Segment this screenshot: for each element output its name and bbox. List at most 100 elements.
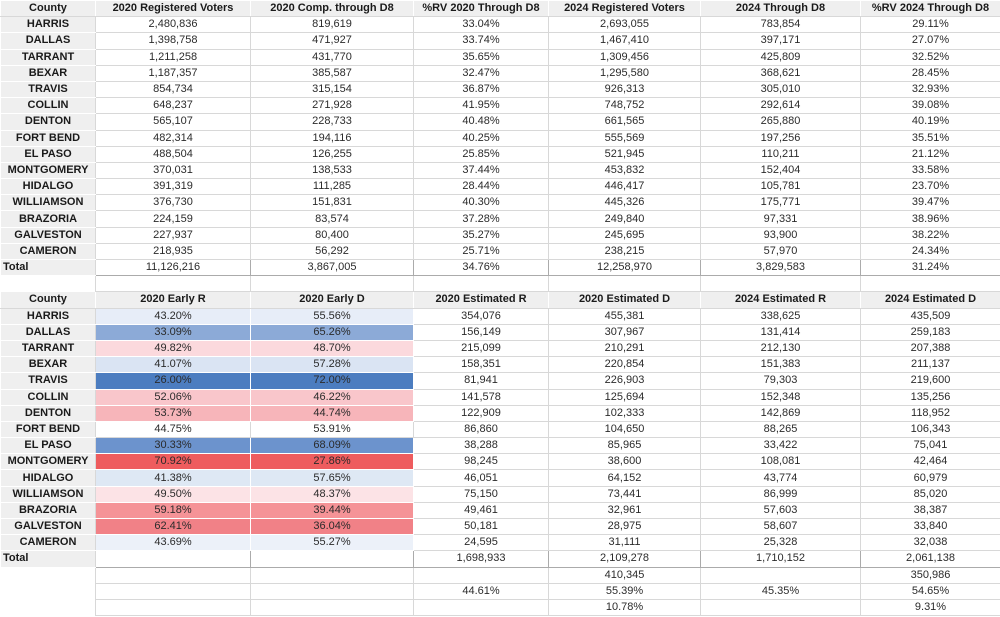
early-d-cell[interactable]: 68.09% xyxy=(250,437,414,455)
value-cell[interactable]: 227,937 xyxy=(95,226,251,244)
county-cell[interactable]: DALLAS xyxy=(0,323,96,341)
early-d-cell[interactable]: 36.04% xyxy=(250,517,414,536)
county-cell[interactable]: MONTGOMERY xyxy=(0,161,96,180)
value-cell[interactable]: 32,038 xyxy=(860,534,1000,552)
value-cell[interactable]: 60,979 xyxy=(860,469,1000,487)
value-cell[interactable]: 33,840 xyxy=(860,517,1000,536)
total-value-cell[interactable]: 2,061,138 xyxy=(860,550,1000,568)
summary-value-cell[interactable] xyxy=(250,598,414,617)
early-r-cell[interactable]: 53.73% xyxy=(95,404,251,422)
value-cell[interactable]: 25.85% xyxy=(413,145,549,163)
county-cell[interactable]: COLLIN xyxy=(0,97,96,115)
value-cell[interactable]: 50,181 xyxy=(413,517,549,536)
value-cell[interactable]: 292,614 xyxy=(700,97,861,115)
value-cell[interactable]: 425,809 xyxy=(700,48,861,66)
value-cell[interactable]: 98,245 xyxy=(413,453,549,471)
value-cell[interactable]: 482,314 xyxy=(95,129,251,147)
total-value-cell[interactable]: 11,126,216 xyxy=(95,258,251,277)
county-cell[interactable]: HARRIS xyxy=(0,16,96,34)
value-cell[interactable]: 75,150 xyxy=(413,485,549,503)
county-cell[interactable]: TRAVIS xyxy=(0,372,96,390)
value-cell[interactable]: 122,909 xyxy=(413,404,549,422)
value-cell[interactable]: 385,587 xyxy=(250,64,414,82)
early-r-cell[interactable]: 41.38% xyxy=(95,469,251,487)
value-cell[interactable]: 1,211,258 xyxy=(95,48,251,66)
early-r-cell[interactable]: 59.18% xyxy=(95,501,251,520)
value-cell[interactable]: 49,461 xyxy=(413,501,549,520)
value-cell[interactable]: 224,159 xyxy=(95,210,251,228)
column-header-cell[interactable]: 2024 Estimated D xyxy=(860,291,1000,309)
empty-cell[interactable] xyxy=(0,599,96,616)
value-cell[interactable]: 226,903 xyxy=(548,372,701,390)
total-label-cell[interactable]: Total xyxy=(0,550,96,568)
column-header-cell[interactable]: 2020 Estimated R xyxy=(413,291,549,309)
value-cell[interactable]: 102,333 xyxy=(548,404,701,422)
value-cell[interactable]: 455,381 xyxy=(548,307,701,325)
county-cell[interactable]: BEXAR xyxy=(0,356,96,374)
value-cell[interactable]: 376,730 xyxy=(95,194,251,212)
value-cell[interactable]: 142,869 xyxy=(700,404,861,422)
early-d-cell[interactable]: 44.74% xyxy=(250,404,414,422)
value-cell[interactable]: 354,076 xyxy=(413,307,549,325)
early-r-cell[interactable]: 49.50% xyxy=(95,485,251,503)
value-cell[interactable]: 315,154 xyxy=(250,80,414,99)
value-cell[interactable]: 126,255 xyxy=(250,145,414,163)
total-value-cell[interactable]: 2,109,278 xyxy=(548,550,701,568)
county-cell[interactable]: BRAZORIA xyxy=(0,501,96,520)
value-cell[interactable]: 431,770 xyxy=(250,48,414,66)
value-cell[interactable]: 152,404 xyxy=(700,161,861,180)
value-cell[interactable]: 58,607 xyxy=(700,517,861,536)
value-cell[interactable]: 28,975 xyxy=(548,517,701,536)
value-cell[interactable]: 118,952 xyxy=(860,404,1000,422)
value-cell[interactable]: 131,414 xyxy=(700,323,861,341)
value-cell[interactable]: 43,774 xyxy=(700,469,861,487)
value-cell[interactable]: 93,900 xyxy=(700,226,861,244)
empty-cell[interactable] xyxy=(860,275,1000,293)
summary-value-cell[interactable]: 44.61% xyxy=(413,582,549,600)
value-cell[interactable]: 23.70% xyxy=(860,178,1000,196)
value-cell[interactable]: 446,417 xyxy=(548,178,701,196)
column-header-cell[interactable]: 2024 Through D8 xyxy=(700,0,861,18)
value-cell[interactable]: 39.47% xyxy=(860,194,1000,212)
value-cell[interactable]: 249,840 xyxy=(548,210,701,228)
value-cell[interactable]: 488,504 xyxy=(95,145,251,163)
value-cell[interactable]: 73,441 xyxy=(548,485,701,503)
value-cell[interactable]: 215,099 xyxy=(413,339,549,358)
column-header-cell[interactable]: %RV 2020 Through D8 xyxy=(413,0,549,18)
summary-value-cell[interactable]: 350,986 xyxy=(860,566,1000,584)
value-cell[interactable]: 125,694 xyxy=(548,388,701,406)
value-cell[interactable]: 926,313 xyxy=(548,80,701,99)
summary-value-cell[interactable] xyxy=(250,566,414,584)
value-cell[interactable]: 33.04% xyxy=(413,16,549,34)
value-cell[interactable]: 228,733 xyxy=(250,113,414,131)
value-cell[interactable]: 75,041 xyxy=(860,437,1000,455)
value-cell[interactable]: 220,854 xyxy=(548,356,701,374)
county-cell[interactable]: BRAZORIA xyxy=(0,210,96,228)
value-cell[interactable]: 135,256 xyxy=(860,388,1000,406)
value-cell[interactable]: 338,625 xyxy=(700,307,861,325)
county-cell[interactable]: BEXAR xyxy=(0,64,96,82)
value-cell[interactable]: 305,010 xyxy=(700,80,861,99)
column-header-cell[interactable]: 2024 Registered Voters xyxy=(548,0,701,18)
county-cell[interactable]: DENTON xyxy=(0,404,96,422)
summary-value-cell[interactable] xyxy=(700,566,861,584)
early-d-cell[interactable]: 55.56% xyxy=(250,307,414,325)
column-header-cell[interactable]: 2020 Early R xyxy=(95,291,251,309)
value-cell[interactable]: 219,600 xyxy=(860,372,1000,390)
value-cell[interactable]: 108,081 xyxy=(700,453,861,471)
value-cell[interactable]: 38,600 xyxy=(548,453,701,471)
value-cell[interactable]: 211,137 xyxy=(860,356,1000,374)
value-cell[interactable]: 38.96% xyxy=(860,210,1000,228)
value-cell[interactable]: 39.08% xyxy=(860,97,1000,115)
value-cell[interactable]: 36.87% xyxy=(413,80,549,99)
value-cell[interactable]: 57,603 xyxy=(700,501,861,520)
value-cell[interactable]: 854,734 xyxy=(95,80,251,99)
value-cell[interactable]: 41.95% xyxy=(413,97,549,115)
value-cell[interactable]: 25.71% xyxy=(413,242,549,261)
value-cell[interactable]: 197,256 xyxy=(700,129,861,147)
early-d-cell[interactable]: 27.86% xyxy=(250,453,414,471)
value-cell[interactable]: 555,569 xyxy=(548,129,701,147)
total-value-cell[interactable]: 1,710,152 xyxy=(700,550,861,568)
county-cell[interactable]: TARRANT xyxy=(0,48,96,66)
value-cell[interactable]: 83,574 xyxy=(250,210,414,228)
